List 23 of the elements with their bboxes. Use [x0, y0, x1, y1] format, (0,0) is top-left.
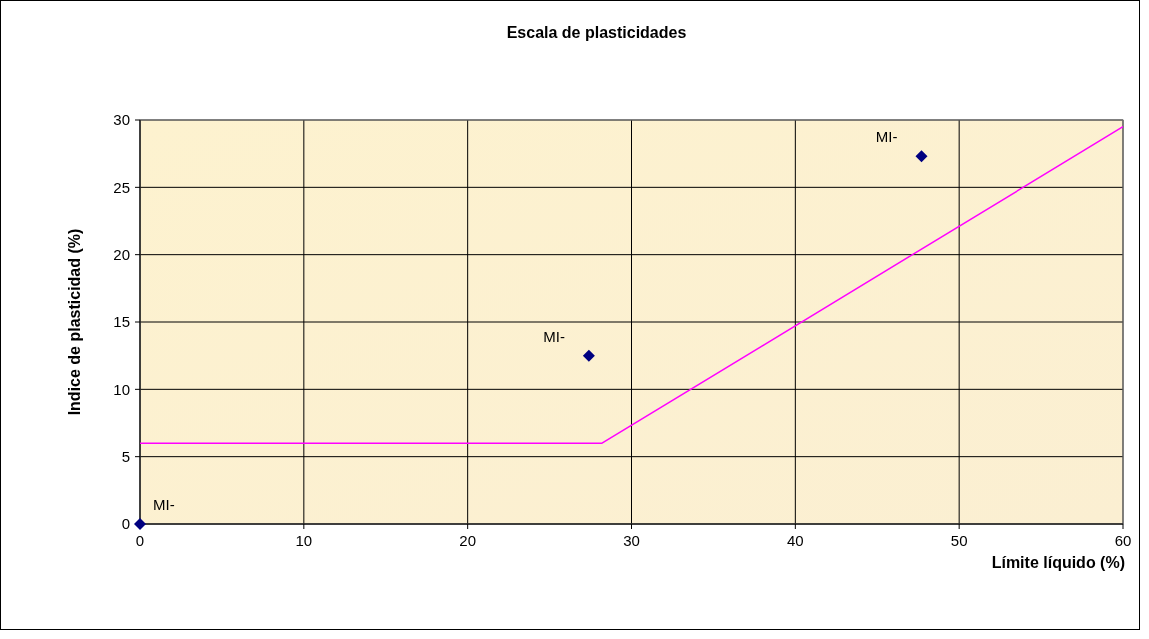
x-tick-label: 50	[950, 532, 968, 549]
x-tick-label: 0	[135, 532, 145, 549]
annotation: MI-	[153, 496, 175, 513]
y-tick-label: 0	[121, 515, 130, 533]
x-tick-label: 10	[295, 532, 313, 549]
x-tick-label: 60	[1114, 532, 1132, 549]
y-tick-label: 30	[113, 111, 130, 129]
x-axis-title: Límite líquido (%)	[991, 554, 1125, 571]
y-axis-title: Indice de plasticidad (%)	[66, 228, 83, 416]
point	[915, 150, 928, 163]
y-tick-label: 15	[113, 313, 130, 331]
x-tick-label: 30	[623, 532, 640, 549]
y-tick-label: 10	[113, 380, 130, 398]
chart-title: Escala de plasticidades	[506, 24, 687, 41]
point	[134, 518, 146, 530]
x-tick-label: 20	[459, 532, 477, 549]
annotation: MI-	[543, 327, 565, 345]
y-tick-label: 25	[113, 178, 130, 196]
annotation: MI-	[875, 128, 898, 146]
y-tick-label: 5	[121, 447, 130, 465]
x-tick-label: 40	[786, 532, 804, 549]
point	[582, 349, 595, 362]
y-tick-label: 20	[113, 245, 130, 263]
